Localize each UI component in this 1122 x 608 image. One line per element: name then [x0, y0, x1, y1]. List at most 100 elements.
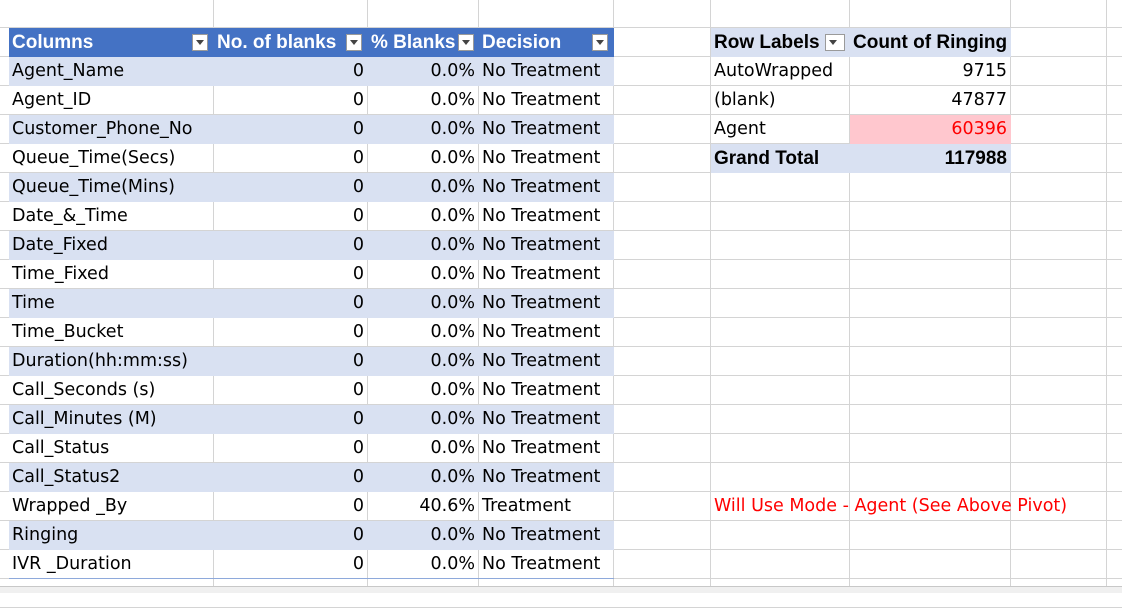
table-cell-column[interactable]: Call_Minutes (M) — [9, 405, 214, 434]
cell-text: 0 — [352, 293, 364, 313]
table-cell-decision[interactable]: No Treatment — [479, 202, 614, 231]
table-cell-blanks[interactable]: 0 — [214, 173, 368, 202]
table-cell-blanks[interactable]: 0 — [214, 115, 368, 144]
table-cell-decision[interactable]: No Treatment — [479, 405, 614, 434]
table-cell-decision[interactable]: No Treatment — [479, 173, 614, 202]
table-cell-decision[interactable]: No Treatment — [479, 115, 614, 144]
pivot-grand-total-label[interactable]: Grand Total — [711, 144, 850, 173]
table-cell-column[interactable]: Time_Fixed — [9, 260, 214, 289]
gridline — [0, 230, 1122, 231]
table-cell-pct[interactable]: 40.6% — [368, 492, 479, 521]
table-cell-pct[interactable]: 0.0% — [368, 521, 479, 550]
table-cell-decision[interactable]: No Treatment — [479, 260, 614, 289]
table-cell-pct[interactable]: 0.0% — [368, 289, 479, 318]
table-cell-column[interactable]: Agent_Name — [9, 57, 214, 86]
table-cell-column[interactable]: Duration(hh:mm:ss) — [9, 347, 214, 376]
table-cell-blanks[interactable]: 0 — [214, 202, 368, 231]
header-pct-blanks[interactable]: % Blanks — [368, 28, 479, 57]
cell-text: Agent_ID — [12, 90, 92, 110]
table-cell-pct[interactable]: 0.0% — [368, 57, 479, 86]
table-cell-decision[interactable]: No Treatment — [479, 550, 614, 579]
header-no-of-blanks[interactable]: No. of blanks — [214, 28, 368, 57]
table-cell-decision[interactable]: No Treatment — [479, 434, 614, 463]
table-cell-decision[interactable]: No Treatment — [479, 289, 614, 318]
filter-dropdown-icon[interactable] — [346, 34, 362, 51]
table-cell-pct[interactable]: 0.0% — [368, 115, 479, 144]
table-cell-blanks[interactable]: 0 — [214, 463, 368, 492]
table-cell-blanks[interactable]: 0 — [214, 434, 368, 463]
table-cell-column[interactable]: Customer_Phone_No — [9, 115, 214, 144]
cell-text: AutoWrapped — [714, 61, 834, 81]
filter-sort-icon[interactable] — [825, 34, 845, 51]
pivot-grand-total-value[interactable]: 117988 — [850, 144, 1011, 173]
table-cell-column[interactable]: Wrapped _By — [9, 492, 214, 521]
gridline — [0, 346, 1122, 347]
table-cell-column[interactable]: Call_Seconds (s) — [9, 376, 214, 405]
table-cell-decision[interactable]: No Treatment — [479, 318, 614, 347]
table-cell-column[interactable]: Agent_ID — [9, 86, 214, 115]
table-cell-blanks[interactable]: 0 — [214, 57, 368, 86]
table-cell-column[interactable]: Queue_Time(Secs) — [9, 144, 214, 173]
table-cell-decision[interactable]: No Treatment — [479, 521, 614, 550]
pivot-row-value[interactable]: 60396 — [850, 115, 1011, 144]
table-cell-decision[interactable]: Treatment — [479, 492, 614, 521]
table-cell-column[interactable]: Ringing — [9, 521, 214, 550]
table-cell-column[interactable]: Call_Status — [9, 434, 214, 463]
table-cell-pct[interactable]: 0.0% — [368, 405, 479, 434]
pivot-value-header[interactable]: Count of Ringing — [850, 28, 1011, 57]
table-cell-decision[interactable]: No Treatment — [479, 231, 614, 260]
table-cell-column[interactable]: Date_Fixed — [9, 231, 214, 260]
table-cell-decision[interactable]: No Treatment — [479, 144, 614, 173]
filter-dropdown-icon[interactable] — [592, 34, 608, 51]
table-cell-pct[interactable]: 0.0% — [368, 231, 479, 260]
table-cell-column[interactable]: IVR _Duration — [9, 550, 214, 579]
table-cell-pct[interactable]: 0.0% — [368, 260, 479, 289]
header-columns[interactable]: Columns — [9, 28, 214, 57]
cell-text: (blank) — [714, 90, 776, 110]
pivot-row-labels-header[interactable]: Row Labels — [711, 28, 850, 57]
pivot-row-label[interactable]: (blank) — [711, 86, 850, 115]
table-cell-blanks[interactable]: 0 — [214, 260, 368, 289]
table-cell-blanks[interactable]: 0 — [214, 289, 368, 318]
table-cell-pct[interactable]: 0.0% — [368, 318, 479, 347]
table-cell-blanks[interactable]: 0 — [214, 318, 368, 347]
table-cell-decision[interactable]: No Treatment — [479, 57, 614, 86]
filter-dropdown-icon[interactable] — [458, 34, 474, 51]
table-cell-column[interactable]: Time_Bucket — [9, 318, 214, 347]
table-cell-blanks[interactable]: 0 — [214, 521, 368, 550]
cell-text: 0 — [352, 148, 364, 168]
table-cell-blanks[interactable]: 0 — [214, 144, 368, 173]
table-cell-pct[interactable]: 0.0% — [368, 173, 479, 202]
table-cell-pct[interactable]: 0.0% — [368, 202, 479, 231]
table-cell-pct[interactable]: 0.0% — [368, 550, 479, 579]
table-cell-column[interactable]: Call_Status2 — [9, 463, 214, 492]
pivot-row-label[interactable]: AutoWrapped — [711, 57, 850, 86]
table-cell-blanks[interactable]: 0 — [214, 347, 368, 376]
note-text[interactable]: Will Use Mode - Agent (See Above Pivot) — [714, 496, 1068, 516]
table-cell-blanks[interactable]: 0 — [214, 86, 368, 115]
table-cell-pct[interactable]: 0.0% — [368, 463, 479, 492]
table-cell-blanks[interactable]: 0 — [214, 550, 368, 579]
cell-text: 0 — [352, 264, 364, 284]
table-cell-column[interactable]: Time — [9, 289, 214, 318]
table-cell-decision[interactable]: No Treatment — [479, 463, 614, 492]
pivot-row-label[interactable]: Agent — [711, 115, 850, 144]
table-cell-column[interactable]: Queue_Time(Mins) — [9, 173, 214, 202]
filter-dropdown-icon[interactable] — [192, 34, 208, 51]
table-cell-pct[interactable]: 0.0% — [368, 86, 479, 115]
table-cell-pct[interactable]: 0.0% — [368, 347, 479, 376]
table-cell-column[interactable]: Date_&_Time — [9, 202, 214, 231]
table-cell-blanks[interactable]: 0 — [214, 492, 368, 521]
table-cell-pct[interactable]: 0.0% — [368, 434, 479, 463]
header-decision[interactable]: Decision — [479, 28, 614, 57]
table-cell-pct[interactable]: 0.0% — [368, 376, 479, 405]
table-cell-decision[interactable]: No Treatment — [479, 86, 614, 115]
table-cell-blanks[interactable]: 0 — [214, 376, 368, 405]
pivot-row-value[interactable]: 47877 — [951, 90, 1007, 110]
table-cell-decision[interactable]: No Treatment — [479, 347, 614, 376]
table-cell-blanks[interactable]: 0 — [214, 405, 368, 434]
table-cell-decision[interactable]: No Treatment — [479, 376, 614, 405]
pivot-row-value[interactable]: 9715 — [962, 61, 1007, 81]
table-cell-pct[interactable]: 0.0% — [368, 144, 479, 173]
table-cell-blanks[interactable]: 0 — [214, 231, 368, 260]
